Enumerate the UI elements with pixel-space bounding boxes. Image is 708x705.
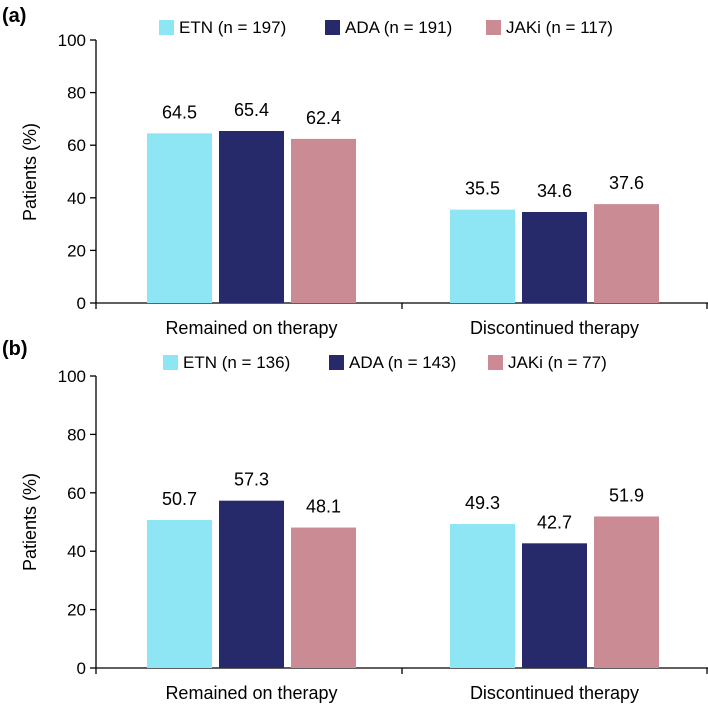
legend-label: ADA (n = 191): [345, 18, 452, 37]
bar-value-label: 34.6: [537, 181, 572, 201]
bar: [147, 133, 212, 303]
bar-value-label: 50.7: [162, 489, 197, 509]
x-category-label: Discontinued therapy: [470, 683, 639, 703]
legend-label: ADA (n = 143): [349, 353, 456, 372]
bar-value-label: 37.6: [609, 173, 644, 193]
bar: [291, 527, 356, 668]
bar: [594, 516, 659, 668]
y-tick-label: 80: [67, 425, 86, 444]
x-category-label: Discontinued therapy: [470, 318, 639, 338]
bar: [522, 212, 587, 303]
bar: [450, 209, 515, 303]
y-tick-label: 80: [67, 84, 86, 103]
y-tick-label: 100: [58, 31, 86, 50]
legend-swatch: [329, 355, 344, 370]
legend-label: JAKi (n = 77): [508, 353, 607, 372]
bar-value-label: 57.3: [234, 470, 269, 490]
chart-panel-b: (b) ETN (n = 136) ADA (n = 143) JAKi (n = 7…: [2, 338, 708, 703]
bar-value-label: 65.4: [234, 100, 269, 120]
bar-value-label: 42.7: [537, 512, 572, 532]
bar-value-label: 51.9: [609, 485, 644, 505]
bar-value-label: 64.5: [162, 102, 197, 122]
x-category-label: Remained on therapy: [165, 683, 337, 703]
y-tick-label: 40: [67, 189, 86, 208]
bar-value-label: 62.4: [306, 108, 341, 128]
bar: [219, 500, 284, 668]
y-tick-label: 20: [67, 601, 86, 620]
bar-value-label: 48.1: [306, 497, 341, 517]
panel-label: (a): [2, 5, 26, 27]
y-tick-label: 20: [67, 241, 86, 260]
bar: [522, 543, 587, 668]
legend-label: ETN (n = 197): [179, 18, 286, 37]
legend-swatch: [486, 20, 501, 35]
y-axis-title: Patients (%): [20, 123, 40, 221]
y-tick-label: 0: [77, 294, 86, 313]
bar: [219, 130, 284, 303]
bar: [147, 519, 212, 668]
y-tick-label: 60: [67, 136, 86, 155]
y-tick-label: 100: [58, 367, 86, 386]
legend-label: JAKi (n = 117): [506, 18, 613, 37]
y-tick-label: 40: [67, 542, 86, 561]
y-tick-label: 0: [77, 659, 86, 678]
y-axis-title: Patients (%): [20, 473, 40, 571]
bar: [594, 204, 659, 303]
panel-label: (b): [2, 338, 28, 360]
x-category-label: Remained on therapy: [165, 318, 337, 338]
legend-swatch: [325, 20, 340, 35]
chart-panel-a: (a) ETN (n = 197) ADA (n = 191) JAKi (n = 1…: [2, 5, 708, 338]
legend-label: ETN (n = 136): [183, 353, 290, 372]
legend-swatch: [163, 355, 178, 370]
y-tick-label: 60: [67, 484, 86, 503]
legend-swatch: [159, 20, 174, 35]
legend-swatch: [488, 355, 503, 370]
bar: [450, 524, 515, 668]
bar: [291, 138, 356, 303]
bar-value-label: 35.5: [465, 179, 500, 199]
bar-value-label: 49.3: [465, 493, 500, 513]
